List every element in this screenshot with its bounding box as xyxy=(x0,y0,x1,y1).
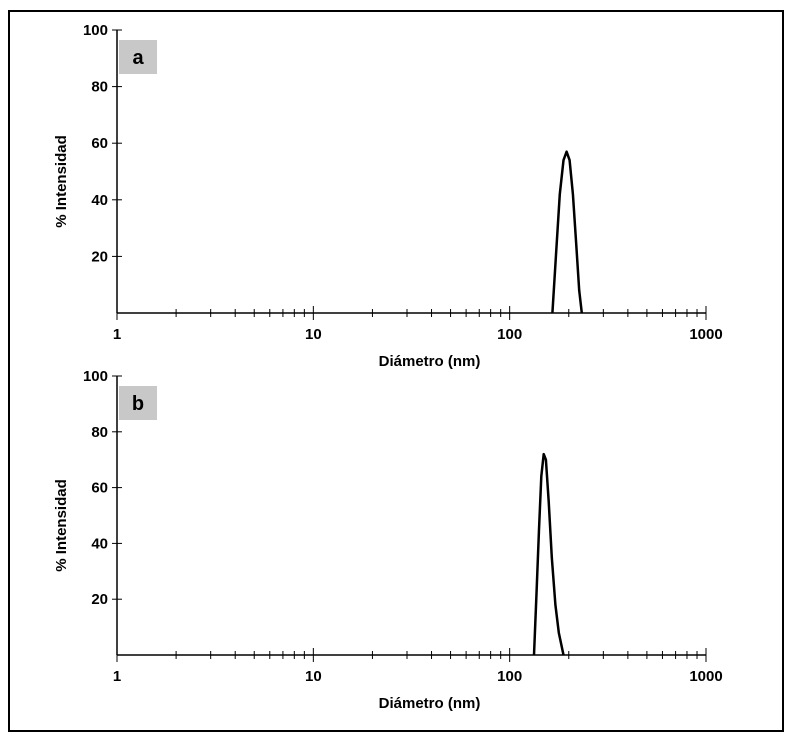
panel-b-x-axis-title: Diámetro (nm) xyxy=(379,695,481,712)
panel-b-y-tick-label: 40 xyxy=(91,535,108,552)
panel-a-y-tick-label: 100 xyxy=(83,22,108,39)
panel-b-y-tick-label: 80 xyxy=(91,424,108,441)
panel-b-y-tick-label: 100 xyxy=(83,368,108,385)
panel-a-y-tick-label: 40 xyxy=(91,192,108,209)
panel-a-label: a xyxy=(132,47,144,69)
panel-a-x-tick-label: 1000 xyxy=(689,326,722,343)
panel-a-series-line xyxy=(551,150,584,314)
panel-b-y-tick-label: 20 xyxy=(91,591,108,608)
panel-b-x-tick-label: 1000 xyxy=(689,668,722,685)
panel-b-y-tick-label: 60 xyxy=(91,480,108,497)
panel-a-x-axis-title: Diámetro (nm) xyxy=(379,353,481,370)
panel-a-y-axis-title: % Intensidad xyxy=(53,135,70,228)
panel-a-label-box xyxy=(119,40,157,74)
panel-a-x-tick-label: 1 xyxy=(113,326,121,343)
panel-a-x-tick-label: 10 xyxy=(305,326,322,343)
panel-a-y-tick-label: 20 xyxy=(91,248,108,265)
panel-a-y-tick-label: 80 xyxy=(91,79,108,96)
panel-b-x-tick-label: 1 xyxy=(113,668,121,685)
panel-a-x-tick-label: 100 xyxy=(497,326,522,343)
panel-b-label-box xyxy=(119,386,157,420)
panel-b-series-line xyxy=(532,452,565,656)
panel-a-y-tick-label: 60 xyxy=(91,135,108,152)
panel-b-x-tick-label: 100 xyxy=(497,668,522,685)
panel-b-x-tick-label: 10 xyxy=(305,668,322,685)
panel-b-label: b xyxy=(132,393,144,415)
figure-frame xyxy=(8,10,784,732)
panel-b-y-axis-title: % Intensidad xyxy=(53,479,70,572)
